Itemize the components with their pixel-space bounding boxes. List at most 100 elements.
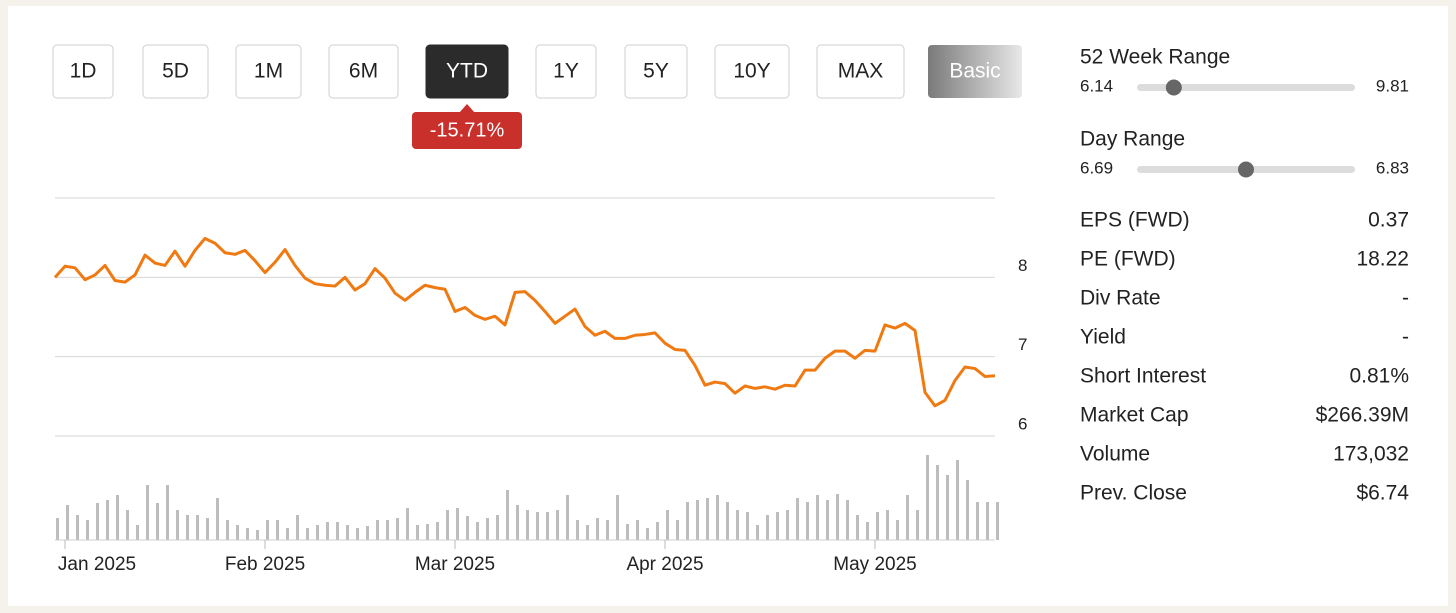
volume-bar bbox=[226, 520, 229, 540]
range-button[interactable] bbox=[816, 44, 905, 99]
volume-bar bbox=[796, 498, 799, 540]
range-button[interactable] bbox=[928, 45, 1022, 98]
stat-value: 0.81% bbox=[1349, 365, 1409, 388]
volume-bar bbox=[806, 502, 809, 540]
range-track bbox=[1137, 84, 1355, 91]
volume-bar bbox=[266, 520, 269, 540]
volume-bar bbox=[166, 485, 169, 540]
volume-bar bbox=[496, 515, 499, 540]
stat-label: PE (FWD) bbox=[1080, 248, 1176, 271]
range-button[interactable] bbox=[235, 44, 302, 99]
volume-bar bbox=[936, 465, 939, 540]
volume-bar bbox=[76, 515, 79, 540]
range-button-label[interactable]: 5Y bbox=[643, 60, 669, 83]
volume-bar bbox=[346, 525, 349, 540]
volume-bar bbox=[316, 525, 319, 540]
change-badge: -15.71% bbox=[430, 119, 505, 141]
volume-bar bbox=[786, 510, 789, 540]
range-button-label[interactable]: 1Y bbox=[553, 60, 579, 83]
volume-bar bbox=[96, 503, 99, 540]
range-button-label[interactable]: 10Y bbox=[733, 60, 770, 83]
volume-bar bbox=[126, 510, 129, 540]
volume-bar bbox=[436, 522, 439, 540]
x-tick-label: Jan 2025 bbox=[58, 554, 136, 575]
volume-bar bbox=[366, 526, 369, 540]
volume-bar bbox=[876, 512, 879, 540]
volume-bar bbox=[896, 520, 899, 540]
range-button-label[interactable]: Basic bbox=[949, 60, 1000, 83]
range-button[interactable] bbox=[535, 44, 597, 99]
volume-bar bbox=[856, 515, 859, 540]
stat-value: 18.22 bbox=[1356, 248, 1409, 271]
range-label: Day Range bbox=[1080, 128, 1185, 151]
stat-label: Market Cap bbox=[1080, 404, 1189, 427]
stat-label: Short Interest bbox=[1080, 365, 1206, 388]
volume-bar bbox=[236, 525, 239, 540]
volume-bar bbox=[966, 480, 969, 540]
range-high: 9.81 bbox=[1376, 76, 1409, 95]
x-tick-label: Feb 2025 bbox=[225, 554, 305, 575]
range-label: 52 Week Range bbox=[1080, 46, 1230, 69]
stat-label: Volume bbox=[1080, 443, 1150, 466]
volume-bar bbox=[256, 530, 259, 540]
volume-bar bbox=[386, 520, 389, 540]
range-button[interactable] bbox=[142, 44, 209, 99]
volume-bar bbox=[746, 512, 749, 540]
y-tick-label: 8 bbox=[1018, 256, 1027, 275]
stat-value: $6.74 bbox=[1356, 482, 1409, 505]
volume-bar bbox=[106, 500, 109, 540]
volume-bar bbox=[696, 500, 699, 540]
volume-bar bbox=[606, 520, 609, 540]
range-button-label[interactable]: YTD bbox=[446, 60, 488, 83]
volume-bar bbox=[906, 495, 909, 540]
volume-bar bbox=[656, 522, 659, 540]
range-button-label[interactable]: 1M bbox=[254, 60, 283, 83]
volume-bar bbox=[816, 495, 819, 540]
volume-bar bbox=[556, 510, 559, 540]
volume-bar bbox=[136, 525, 139, 540]
volume-bar bbox=[476, 522, 479, 540]
volume-bar bbox=[196, 515, 199, 540]
volume-bar bbox=[886, 510, 889, 540]
volume-bar bbox=[916, 510, 919, 540]
range-button[interactable] bbox=[52, 44, 114, 99]
range-button[interactable] bbox=[624, 44, 688, 99]
y-tick-label: 6 bbox=[1018, 414, 1027, 433]
volume-bar bbox=[466, 516, 469, 540]
stat-value: - bbox=[1402, 326, 1409, 349]
stat-label: Yield bbox=[1080, 326, 1126, 349]
volume-bar bbox=[146, 485, 149, 540]
volume-bar bbox=[86, 520, 89, 540]
volume-bar bbox=[926, 455, 929, 540]
volume-bar bbox=[826, 500, 829, 540]
volume-bar bbox=[526, 510, 529, 540]
volume-bar bbox=[636, 520, 639, 540]
volume-bar bbox=[356, 528, 359, 540]
volume-bar bbox=[766, 515, 769, 540]
range-button[interactable] bbox=[328, 44, 399, 99]
volume-bar bbox=[246, 528, 249, 540]
range-button-label[interactable]: 5D bbox=[162, 60, 189, 83]
volume-bar bbox=[866, 522, 869, 540]
volume-bar bbox=[396, 518, 399, 540]
range-button-label[interactable]: 1D bbox=[70, 60, 97, 83]
range-button[interactable] bbox=[425, 44, 509, 99]
range-marker bbox=[1238, 161, 1254, 178]
volume-bar bbox=[296, 515, 299, 540]
volume-bar bbox=[376, 520, 379, 540]
range-high: 6.83 bbox=[1376, 158, 1409, 177]
volume-bar bbox=[566, 495, 569, 540]
volume-bar bbox=[326, 522, 329, 540]
volume-bar bbox=[706, 498, 709, 540]
range-button[interactable] bbox=[714, 44, 790, 99]
range-button-label[interactable]: MAX bbox=[838, 60, 884, 83]
volume-bar bbox=[426, 524, 429, 540]
x-tick-label: May 2025 bbox=[833, 554, 916, 575]
volume-bar bbox=[836, 494, 839, 540]
range-button-label[interactable]: 6M bbox=[349, 60, 378, 83]
volume-bar bbox=[216, 498, 219, 540]
volume-bar bbox=[276, 520, 279, 540]
volume-bar bbox=[626, 524, 629, 540]
volume-bar bbox=[616, 495, 619, 540]
